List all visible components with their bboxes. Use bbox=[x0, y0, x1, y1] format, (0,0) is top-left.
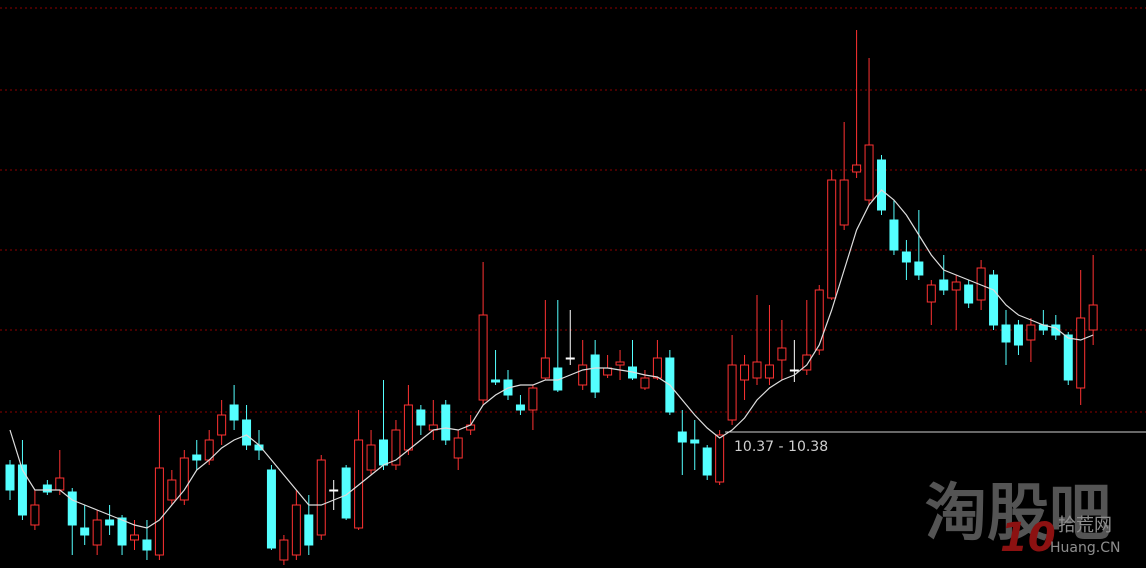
candle-body bbox=[702, 447, 712, 476]
candle-body bbox=[379, 439, 388, 466]
candle-body bbox=[453, 437, 463, 459]
candle-body bbox=[142, 539, 152, 551]
candle-body bbox=[266, 469, 276, 549]
candle-body bbox=[192, 454, 202, 461]
candle-body bbox=[590, 354, 600, 393]
candle-body bbox=[154, 467, 164, 556]
candle-body bbox=[55, 477, 65, 491]
candle-body bbox=[416, 409, 426, 426]
candle-body bbox=[690, 439, 700, 444]
candle-body bbox=[852, 164, 862, 173]
candle-body bbox=[939, 279, 949, 291]
candle-body bbox=[615, 361, 625, 366]
candle-body bbox=[1088, 304, 1098, 331]
candle-body bbox=[366, 444, 376, 471]
candle-body bbox=[217, 414, 227, 436]
candle-body bbox=[291, 504, 301, 556]
candle-body bbox=[130, 534, 139, 541]
candle-body bbox=[889, 219, 899, 251]
candle-body bbox=[565, 357, 575, 360]
candle-body bbox=[1051, 324, 1061, 336]
candle-body bbox=[515, 404, 525, 411]
candle-body bbox=[640, 377, 650, 389]
candle-body bbox=[677, 431, 687, 443]
candle-body bbox=[864, 144, 874, 201]
candle-body bbox=[391, 429, 401, 466]
candle-body bbox=[279, 539, 289, 561]
candle-body bbox=[30, 504, 40, 526]
candle-body bbox=[17, 464, 27, 516]
candle-body bbox=[1026, 324, 1036, 341]
candle-body bbox=[715, 434, 725, 483]
watermark-site: 拾荒网 bbox=[1058, 515, 1112, 536]
candle-body bbox=[1013, 324, 1023, 346]
candle-body bbox=[354, 439, 364, 529]
candle-body bbox=[67, 491, 77, 526]
candle-body bbox=[117, 517, 127, 546]
candle-body bbox=[540, 357, 550, 379]
candle-body bbox=[777, 347, 787, 361]
candle-body bbox=[964, 284, 974, 304]
candle-body bbox=[403, 404, 413, 451]
candle-body bbox=[652, 357, 662, 379]
price-annotation: 10.37 - 10.38 bbox=[734, 439, 828, 455]
candle-body bbox=[478, 314, 488, 401]
candle-body bbox=[877, 159, 886, 211]
moving-average bbox=[9, 189, 1094, 529]
candle-body bbox=[1001, 324, 1011, 343]
candle-body bbox=[5, 464, 15, 491]
candle-body bbox=[316, 459, 326, 536]
candles bbox=[5, 30, 1098, 565]
candle-body bbox=[179, 457, 189, 501]
watermark-logo: 10 bbox=[1000, 515, 1056, 561]
candle-body bbox=[989, 274, 999, 326]
candle-body bbox=[951, 281, 961, 291]
candle-body bbox=[727, 364, 737, 421]
candle-body bbox=[341, 467, 351, 519]
candle-body bbox=[441, 404, 451, 441]
candle-body bbox=[764, 364, 774, 379]
candle-body bbox=[105, 519, 115, 526]
candle-body bbox=[491, 379, 501, 383]
candle-body bbox=[752, 361, 762, 379]
candle-body bbox=[802, 354, 812, 371]
watermark-domain: Huang.CN bbox=[1050, 540, 1120, 556]
candle-body bbox=[740, 364, 750, 381]
candle-body bbox=[329, 489, 339, 492]
candle-body bbox=[789, 369, 799, 372]
watermark-text: 淘股吧 bbox=[925, 476, 1111, 549]
candle-body bbox=[242, 419, 252, 446]
candle-body bbox=[578, 364, 588, 386]
candle-body bbox=[1076, 317, 1086, 389]
candle-body bbox=[92, 519, 102, 546]
candle-body bbox=[814, 289, 824, 351]
candle-body bbox=[926, 284, 936, 303]
candle-body bbox=[528, 387, 538, 411]
candle-body bbox=[914, 261, 924, 276]
grid bbox=[0, 7, 1146, 413]
candle-body bbox=[827, 179, 837, 299]
candle-body bbox=[1063, 334, 1073, 381]
candle-body bbox=[901, 251, 911, 263]
watermark: 淘股吧 10 拾荒网 Huang.CN bbox=[925, 476, 1120, 561]
candle-body bbox=[839, 179, 849, 226]
candle-body bbox=[167, 479, 177, 501]
candle-body bbox=[80, 527, 90, 536]
candle-body bbox=[42, 484, 52, 493]
candle-body bbox=[229, 404, 239, 421]
candle-body bbox=[304, 514, 314, 546]
